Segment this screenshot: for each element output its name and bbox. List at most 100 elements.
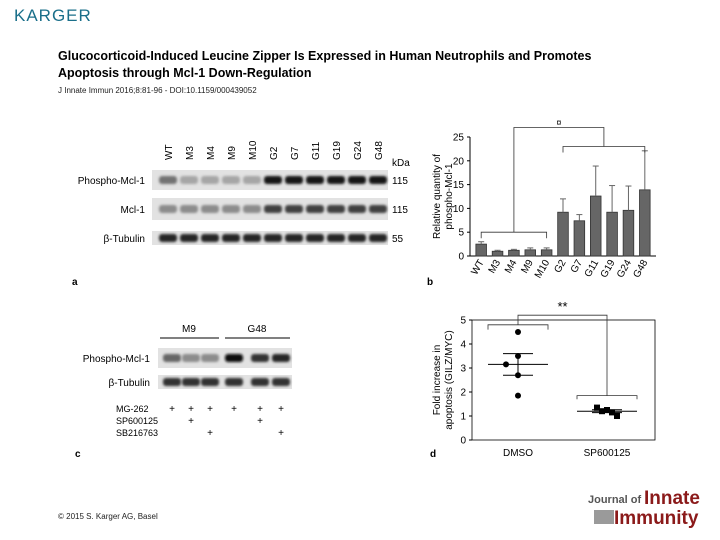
- y-tick-label: 15: [453, 180, 465, 191]
- x-tick-label: G48: [631, 258, 650, 280]
- panel-a-lane-label: M3: [185, 146, 196, 160]
- blot-band: [264, 176, 282, 184]
- panel-a-lane-label: G2: [269, 146, 280, 160]
- panel-b-letter: b: [427, 277, 433, 288]
- treatment-mark: +: [207, 428, 213, 439]
- blot-band: [306, 205, 324, 213]
- blot-band: [327, 205, 345, 213]
- panel-a-rows: Phospho-Mcl-1 115 Mcl-1 115 β-Tubulin 55: [78, 170, 408, 245]
- blot-band: [180, 205, 198, 213]
- blot-band: [243, 234, 261, 242]
- bar: [606, 211, 618, 257]
- blot-band: [272, 354, 290, 362]
- bar: [540, 249, 553, 257]
- y-axis-label: phospho-Mcl-1: [444, 163, 455, 230]
- y-tick-label: 25: [453, 133, 465, 144]
- blot-band: [264, 205, 282, 213]
- bar: [524, 249, 536, 257]
- x-tick-label: G19: [599, 258, 618, 280]
- treatment-mark: +: [188, 404, 194, 415]
- x-tick-label: DMSO: [503, 448, 533, 459]
- treatment-label: SB216763: [116, 428, 158, 438]
- bracket-high: [562, 146, 646, 153]
- panel-a-letter: a: [72, 277, 78, 288]
- x-tick-label: WT: [469, 258, 486, 277]
- bar: [491, 250, 504, 257]
- panel-a-kda-label: kDa: [392, 158, 410, 169]
- data-point: [614, 413, 620, 419]
- blot-band: [182, 378, 200, 386]
- citation: J Innate Immun 2016;8:81-96 - DOI:10.115…: [58, 86, 257, 95]
- blot-band: [369, 234, 387, 242]
- bracket-left: [487, 324, 549, 330]
- data-point: [515, 329, 521, 335]
- treatment-mark: +: [278, 428, 284, 439]
- blot-band: [159, 234, 177, 242]
- blot-row-kda: 55: [392, 234, 404, 245]
- blot-band: [201, 354, 219, 362]
- x-tick-label: SP600125: [584, 448, 631, 459]
- blot-row-label: β-Tubulin: [108, 378, 150, 389]
- blot-band: [180, 176, 198, 184]
- panel-a-lane-label: M9: [227, 146, 238, 160]
- blot-band: [163, 354, 181, 362]
- bar: [590, 195, 602, 257]
- panel-a-lane-label: WT: [164, 144, 175, 160]
- journal-logo-of: Journal of: [588, 494, 642, 506]
- treatment-mark: +: [188, 416, 194, 427]
- x-tick-label: G2: [552, 258, 568, 275]
- y-tick-label: 5: [460, 316, 466, 327]
- journal-logo-innate: Innate: [644, 488, 700, 509]
- treatment-label: MG-262: [116, 404, 149, 414]
- blot-band: [225, 378, 243, 386]
- blot-band: [348, 234, 366, 242]
- journal-logo-bar: [594, 510, 614, 524]
- bar: [557, 211, 569, 257]
- blot-band: [285, 205, 303, 213]
- blot-band: [306, 234, 324, 242]
- bracket-top: [517, 314, 608, 396]
- panel-a-lane-label: M10: [248, 140, 259, 160]
- x-tick-label: M4: [503, 258, 520, 276]
- y-axis-label: apoptosis (GILZ/MYC): [444, 330, 455, 429]
- y-tick-label: 4: [460, 340, 466, 351]
- data-point: [515, 392, 521, 399]
- blot-row-label: Phospho-Mcl-1: [78, 176, 146, 187]
- blot-row-label: Phospho-Mcl-1: [83, 354, 151, 365]
- bar: [622, 209, 635, 257]
- treatment-mark: +: [169, 404, 175, 415]
- x-tick-label: G11: [583, 258, 602, 280]
- bar: [475, 243, 487, 257]
- blot-band: [159, 176, 177, 184]
- treatment-mark: +: [278, 404, 284, 415]
- y-tick-label: 1: [460, 412, 466, 423]
- blot-band: [251, 378, 269, 386]
- blot-row-kda: 115: [392, 205, 408, 216]
- y-tick-label: 2: [460, 388, 466, 399]
- y-axis-label: Fold increase in: [432, 345, 443, 416]
- data-point: [594, 404, 600, 411]
- y-tick-label: 3: [460, 364, 466, 375]
- publisher-logo: KARGER: [14, 6, 92, 25]
- panel-a-lane-label: G7: [290, 146, 301, 160]
- blot-band: [348, 205, 366, 213]
- blot-band: [180, 234, 198, 242]
- blot-band: [222, 176, 240, 184]
- blot-band: [327, 234, 345, 242]
- group-label-2: G48: [248, 324, 267, 335]
- panel-d-chart: d 0 1 2 3 4 5 DMSO SP600125 ** Fold increase in ap…: [430, 299, 656, 460]
- blot-band: [159, 205, 177, 213]
- blot-band: [201, 176, 219, 184]
- y-axis-label: Relative quantity of: [432, 154, 443, 239]
- y-tick-label: 0: [460, 436, 466, 447]
- blot-band: [201, 234, 219, 242]
- x-tick-label: M10: [533, 258, 552, 281]
- panel-a-lane-label: G48: [374, 141, 385, 160]
- blot-band: [348, 176, 366, 184]
- treatment-mark: +: [257, 416, 263, 427]
- blot-band: [369, 176, 387, 184]
- blot-row-kda: 115: [392, 176, 408, 187]
- blot-band: [225, 354, 243, 362]
- blot-band: [222, 234, 240, 242]
